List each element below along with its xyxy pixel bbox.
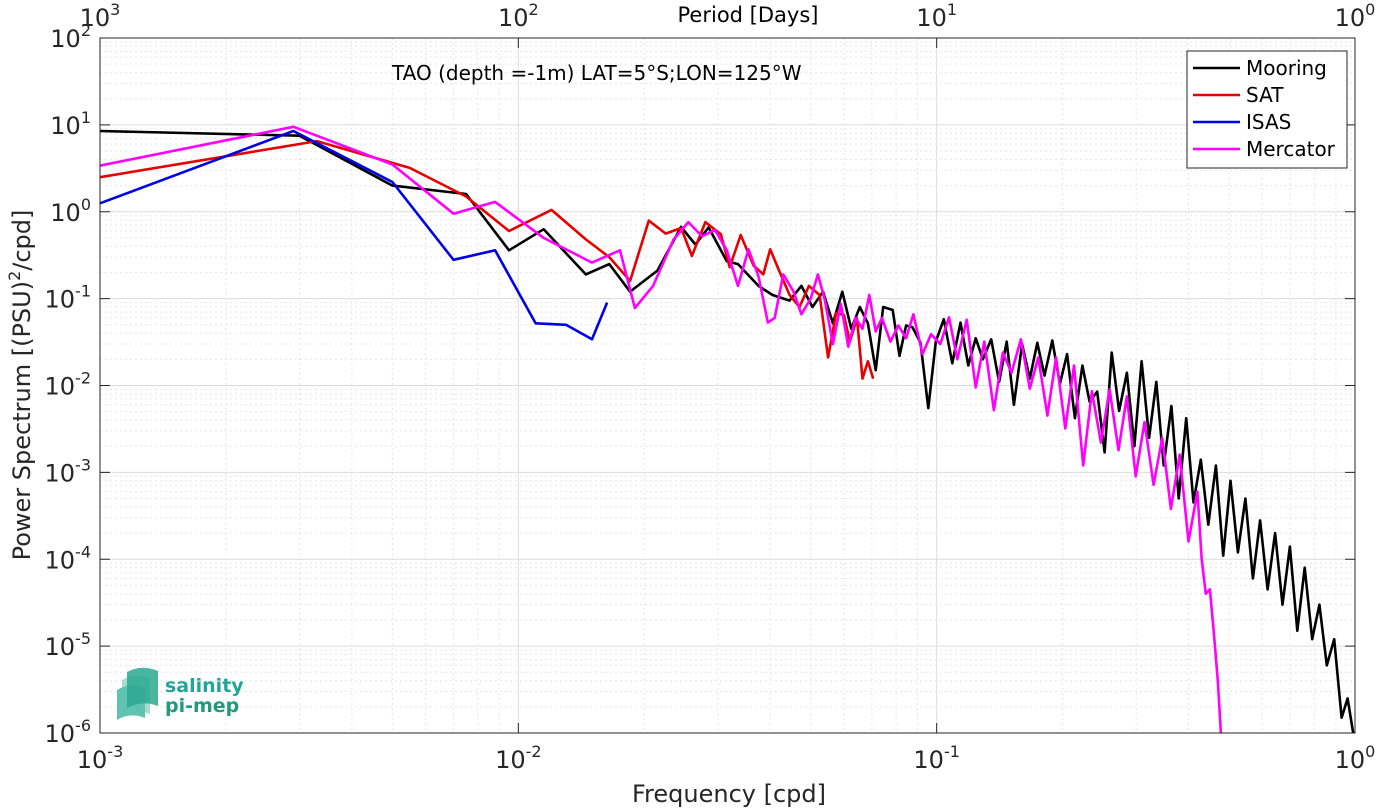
y-tick-label: 10-1 xyxy=(45,282,92,314)
legend-label: ISAS xyxy=(1246,110,1291,134)
y-tick-label: 10-4 xyxy=(45,542,92,574)
legend: Mooring SAT ISAS Mercator xyxy=(1186,50,1348,169)
legend-label: Mooring xyxy=(1246,56,1327,80)
logo-text-pimep: pi-mep xyxy=(165,695,239,717)
series-line-mercator xyxy=(99,125,1223,734)
top-tick-label: 102 xyxy=(498,0,539,32)
logo-text-salinity: salinity xyxy=(165,675,244,697)
chart-title: TAO (depth =-1m) LAT=5°S;LON=125°W xyxy=(391,61,802,85)
series-line-isas xyxy=(99,129,609,341)
legend-label: Mercator xyxy=(1246,137,1336,161)
legend-item-isas: ISAS xyxy=(1193,110,1291,134)
x-axis-label: Frequency [cpd] xyxy=(632,780,826,808)
y-tick-label: 10-6 xyxy=(45,716,92,748)
y-tick-label: 10-5 xyxy=(45,629,92,661)
logo-waves-icon xyxy=(117,667,158,720)
salinity-pi-mep-logo: salinity pi-mep xyxy=(117,667,244,720)
legend-item-sat: SAT xyxy=(1193,83,1284,107)
y-tick-label: 10-3 xyxy=(45,455,92,487)
top-tick-label: 100 xyxy=(1335,0,1376,32)
x-tick-label: 10-2 xyxy=(495,742,542,774)
top-tick-label: 103 xyxy=(80,0,121,32)
series-layer xyxy=(99,125,1355,734)
top-tick-label: 101 xyxy=(916,0,957,32)
y-tick-label: 10-2 xyxy=(45,369,92,401)
series-line-sat xyxy=(99,139,875,380)
top-axis-label: Period [Days] xyxy=(678,3,819,27)
legend-item-mercator: Mercator xyxy=(1193,137,1336,161)
y-tick-label: 100 xyxy=(50,195,91,227)
x-tick-label: 10-1 xyxy=(913,742,960,774)
y-tick-label: 102 xyxy=(50,21,91,53)
x-tick-label: 10-3 xyxy=(77,742,124,774)
y-axis-label: Power Spectrum [(PSU)2/cpd] xyxy=(5,210,36,561)
legend-item-mooring: Mooring xyxy=(1193,56,1327,80)
x-tick-label: 100 xyxy=(1335,742,1376,774)
legend-items: Mooring SAT ISAS Mercator xyxy=(1193,56,1336,161)
legend-label: SAT xyxy=(1246,83,1284,107)
y-tick-label: 101 xyxy=(50,108,91,140)
